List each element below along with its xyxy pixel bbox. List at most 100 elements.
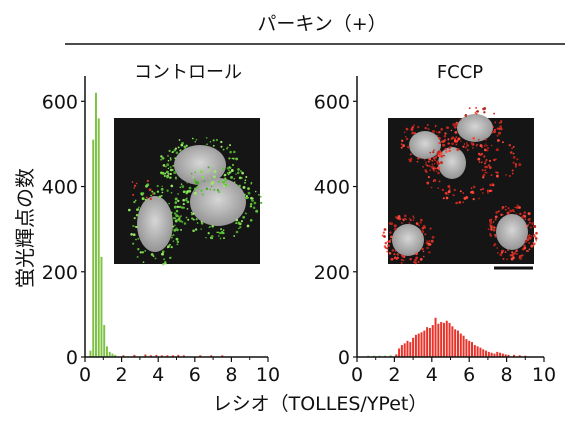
punctum	[424, 126, 427, 130]
punctum	[492, 228, 496, 232]
punctum	[426, 164, 429, 167]
punctum	[454, 131, 458, 134]
punctum	[494, 235, 497, 238]
punctum	[220, 140, 223, 144]
histogram-bar	[133, 354, 136, 357]
punctum	[182, 203, 185, 206]
punctum	[523, 246, 527, 250]
nucleus	[190, 178, 246, 226]
punctum	[511, 209, 514, 211]
punctum	[168, 149, 171, 152]
punctum	[465, 196, 469, 199]
punctum	[169, 166, 172, 169]
punctum	[506, 258, 508, 261]
punctum	[424, 233, 427, 236]
punctum	[172, 164, 175, 167]
punctum	[523, 211, 527, 214]
punctum	[496, 148, 500, 151]
punctum	[193, 190, 196, 192]
histogram-bar	[398, 348, 401, 357]
punctum	[181, 206, 184, 209]
histogram-fccp: 0 2 4 6 8 10 0 200 400 600	[314, 76, 556, 386]
punctum	[484, 160, 487, 164]
punctum	[245, 195, 248, 198]
histogram-bar	[166, 355, 169, 357]
histogram-bar	[428, 328, 431, 357]
punctum	[478, 197, 480, 200]
punctum	[481, 169, 484, 172]
punctum	[508, 143, 512, 147]
punctum	[435, 170, 438, 173]
histogram-bar	[434, 317, 437, 357]
punctum	[180, 228, 182, 231]
punctum	[175, 237, 179, 241]
punctum	[432, 167, 435, 170]
punctum	[501, 249, 504, 253]
punctum	[382, 231, 385, 234]
punctum	[174, 219, 178, 223]
punctum	[180, 143, 184, 147]
punctum	[405, 218, 407, 221]
punctum	[436, 152, 440, 155]
histogram-bar	[144, 354, 147, 357]
histogram-bar	[482, 349, 485, 357]
punctum	[465, 146, 467, 149]
punctum	[470, 141, 474, 145]
punctum	[483, 155, 486, 158]
punctum	[161, 156, 165, 160]
punctum	[443, 140, 445, 142]
punctum	[526, 225, 529, 228]
histogram-bar	[513, 354, 516, 357]
punctum	[415, 252, 418, 256]
punctum	[176, 205, 179, 208]
punctum	[438, 142, 440, 145]
punctum	[437, 187, 440, 189]
punctum	[137, 206, 140, 209]
punctum	[135, 182, 138, 185]
punctum	[242, 185, 246, 189]
punctum	[422, 250, 425, 253]
punctum	[247, 187, 250, 190]
histogram-bar	[400, 345, 403, 357]
punctum	[205, 236, 207, 239]
y-tick-label: 400	[314, 177, 350, 199]
punctum	[488, 189, 491, 192]
punctum	[228, 171, 231, 174]
punctum	[489, 221, 493, 225]
punctum	[207, 232, 210, 235]
punctum	[144, 250, 146, 252]
punctum	[522, 254, 524, 257]
punctum	[515, 250, 517, 253]
punctum	[173, 205, 177, 209]
punctum	[183, 145, 186, 149]
histogram-bar	[420, 332, 423, 357]
punctum	[466, 149, 469, 151]
punctum	[484, 165, 487, 169]
punctum	[408, 222, 411, 224]
punctum	[484, 162, 486, 165]
punctum	[499, 127, 503, 131]
punctum	[512, 161, 515, 164]
punctum	[137, 248, 140, 251]
punctum	[242, 215, 246, 219]
punctum	[394, 250, 397, 252]
punctum	[174, 197, 178, 201]
punctum	[504, 208, 507, 211]
punctum	[447, 190, 451, 194]
histogram-bar	[504, 354, 507, 357]
histogram-bar	[456, 330, 459, 357]
punctum	[426, 240, 428, 242]
punctum	[133, 184, 137, 187]
punctum	[414, 261, 417, 265]
histogram-bar	[431, 325, 434, 357]
punctum	[477, 157, 481, 161]
punctum	[133, 217, 136, 220]
punctum	[213, 189, 216, 191]
punctum	[420, 230, 424, 233]
punctum	[200, 220, 203, 223]
punctum	[192, 229, 195, 233]
punctum	[519, 254, 522, 258]
punctum	[211, 181, 215, 184]
punctum	[194, 171, 197, 174]
punctum	[442, 144, 445, 147]
